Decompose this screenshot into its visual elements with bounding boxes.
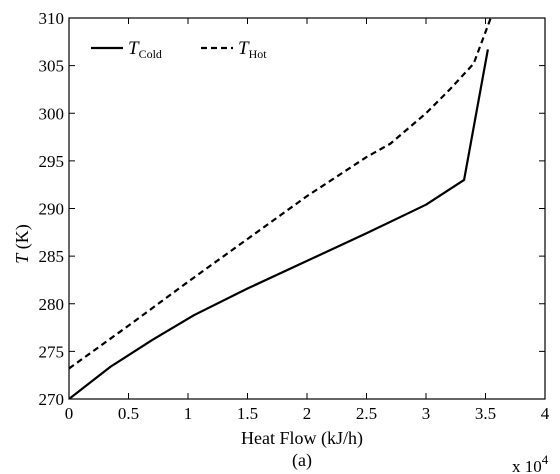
y-axis-label-unit: (K) bbox=[12, 224, 33, 254]
x-tick-label: 3.5 bbox=[475, 404, 496, 423]
y-tick-label: 300 bbox=[39, 104, 65, 123]
ticks bbox=[68, 17, 546, 400]
plot-frame bbox=[68, 17, 546, 400]
x-tick-label: 2 bbox=[303, 404, 312, 423]
legend-label-hot: THot bbox=[238, 38, 267, 61]
x-multiplier-prefix: x 10 bbox=[512, 457, 542, 474]
x-axis-label: Heat Flow (kJ/h) bbox=[241, 428, 363, 449]
y-tick-label: 310 bbox=[39, 9, 65, 28]
x-multiplier: x 104 bbox=[512, 452, 549, 474]
y-tick-label: 305 bbox=[39, 57, 65, 76]
y-axis-label-symbol: T bbox=[12, 252, 32, 264]
tick-labels: 0 0.5 1 1.5 2 2.5 3 3.5 4 270 275 280 285 290 295 300 30… bbox=[39, 9, 550, 423]
legend: TCold THot bbox=[91, 38, 267, 61]
y-axis-label: T (K) bbox=[12, 224, 33, 264]
series-lines bbox=[69, 18, 492, 399]
x-tick-label: 0.5 bbox=[118, 404, 139, 423]
x-tick-label: 4 bbox=[541, 404, 550, 423]
y-tick-label: 295 bbox=[39, 152, 65, 171]
legend-subscript: Cold bbox=[139, 47, 162, 61]
x-multiplier-exponent: 4 bbox=[542, 452, 549, 467]
x-tick-label: 3 bbox=[422, 404, 431, 423]
x-tick-label: 1.5 bbox=[237, 404, 258, 423]
y-tick-label: 270 bbox=[39, 390, 65, 409]
legend-symbol: T bbox=[128, 38, 140, 59]
series-line-hot bbox=[69, 18, 492, 370]
y-tick-label: 280 bbox=[39, 295, 65, 314]
y-tick-label: 285 bbox=[39, 247, 65, 266]
x-tick-label: 0 bbox=[65, 404, 74, 423]
x-tick-label: 1 bbox=[184, 404, 193, 423]
series-line-cold bbox=[69, 49, 489, 399]
y-tick-label: 290 bbox=[39, 200, 65, 219]
legend-subscript: Hot bbox=[249, 47, 268, 61]
x-tick-label: 2.5 bbox=[356, 404, 377, 423]
legend-label-cold: TCold bbox=[128, 38, 162, 61]
figure-caption: (a) bbox=[292, 450, 312, 471]
legend-symbol: T bbox=[238, 38, 250, 59]
y-tick-label: 275 bbox=[39, 342, 65, 361]
